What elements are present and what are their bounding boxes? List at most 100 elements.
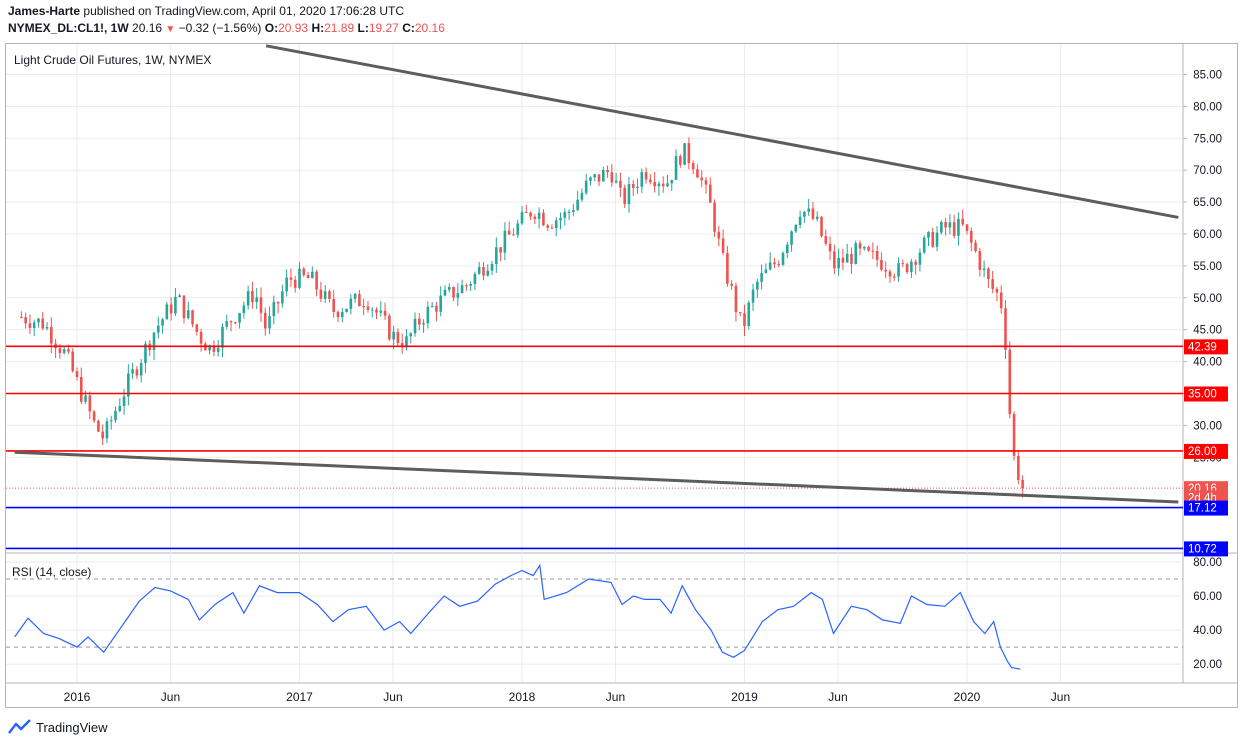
candle-body [704,180,708,185]
candle-body [460,285,464,294]
publish-text: published on TradingView.com, April 01, … [83,4,405,18]
candle-body [41,318,45,329]
candle-body [139,362,143,376]
candle-body [20,316,23,318]
candle-body [379,310,383,313]
candle-body [24,317,27,324]
candle-body [892,276,896,278]
candle-body [974,242,977,252]
candle-body [323,291,327,299]
candle-body [850,253,853,264]
candle-body [495,247,498,264]
candle-body [383,310,387,316]
candle-body [32,322,36,328]
candle-body [263,312,267,329]
candle-body [636,186,639,188]
candle-body [961,218,965,225]
candle-body [174,296,177,314]
rsi-tick-label: 80.00 [1193,557,1222,569]
close-value: 20.16 [414,21,445,35]
candle-body [88,395,92,412]
candle-body [161,319,164,326]
candle-body [773,262,776,265]
candle-body [259,297,263,313]
candle-body [738,312,742,314]
ohlc-legend: NYMEX_DL:CL1!, 1W 20.16 ▼ −0.32 (−1.56%)… [8,21,445,35]
candle-body [319,289,323,299]
candle-body [1021,480,1024,489]
candle-body [554,220,558,228]
candle-body [105,421,109,439]
brand-name: TradingView [36,719,108,735]
price-axis-tag-label: 26.00 [1188,446,1217,458]
price-axis-tag-label: 17.12 [1188,503,1217,515]
candle-body [777,264,781,266]
candle-body [456,293,460,298]
candle-body [751,289,755,303]
rsi-line [14,563,1021,670]
candle-body [443,289,447,296]
candle-body [276,302,280,304]
candle-body [37,318,40,323]
candle-body [362,306,365,308]
candle-body [627,183,631,204]
candle-body [195,324,199,332]
candle-body [824,236,828,244]
candle-body [169,304,173,314]
time-tick-label: Jun [828,690,847,704]
candle-body [619,180,622,188]
candle-body [499,247,502,253]
candle-body [708,184,712,203]
candle-body [785,244,789,253]
rsi-title: RSI (14, close) [12,565,91,579]
candle-body [649,179,652,182]
candle-body [888,271,892,277]
high-label: H: [311,21,325,35]
candle-body [610,172,614,183]
candle-body [700,177,704,181]
price-tick-label: 40.00 [1193,357,1222,369]
candle-body [426,306,430,324]
candle-body [199,331,203,344]
candle-body [858,243,862,249]
trend-line [14,450,1179,504]
author-name[interactable]: James-Harte [8,4,81,18]
candle-body [884,269,888,272]
candle-body [897,263,900,277]
time-tick-label: Jun [1051,690,1070,704]
candle-body [563,211,567,218]
candle-body [584,180,588,193]
rsi-tick-label: 20.00 [1193,659,1222,671]
candle-body [490,263,494,271]
candle-body [597,174,601,182]
candle-body [807,208,810,212]
open-label: O: [264,21,279,35]
candle-body [435,305,438,312]
time-tick-label: Jun [383,690,402,704]
candle-body [156,325,160,333]
price-tick-label: 80.00 [1193,101,1222,113]
tradingview-icon [8,719,31,734]
candle-body [71,351,75,372]
candle-body [289,277,293,280]
candle-body [75,371,79,377]
candle-body [589,177,592,181]
candle-body [477,267,481,274]
candle-body [910,261,913,273]
candle-body [721,238,725,253]
candle-body [370,309,374,311]
candle-body [349,298,353,309]
candle-body [45,326,49,329]
candle-body [640,172,644,187]
candle-body [798,216,802,225]
candle-body [559,217,562,221]
candle-body [246,290,250,306]
candle-body [208,345,211,351]
symbol-name[interactable]: NYMEX_DL:CL1!, 1W [8,21,129,35]
tradingview-logo[interactable]: TradingView [8,719,108,735]
candle-body [940,221,943,233]
candle-body [734,285,738,313]
candle-body [1017,455,1020,481]
candle-body [332,298,336,312]
